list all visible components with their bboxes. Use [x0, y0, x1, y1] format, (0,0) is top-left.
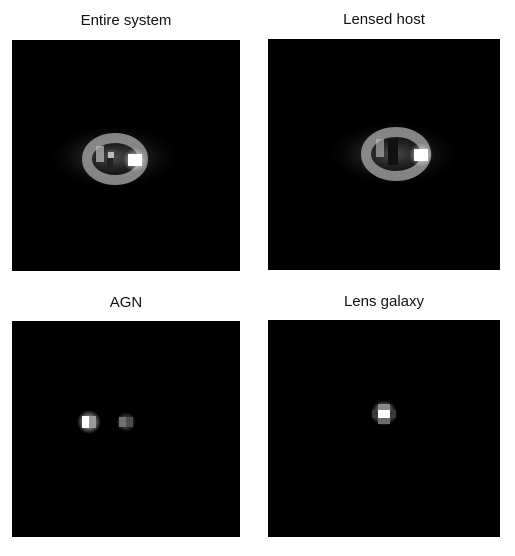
panel-title-lensed-host: Lensed host: [343, 11, 425, 28]
image-lensed-host: [268, 39, 500, 270]
image-lens-galaxy: [268, 320, 500, 537]
panel-title-entire-system: Entire system: [80, 12, 172, 29]
panel-title-lens-galaxy: Lens galaxy: [343, 293, 425, 310]
image-agn: [12, 321, 240, 537]
image-entire-system: [12, 40, 240, 271]
panel-title-agn: AGN: [109, 294, 143, 311]
